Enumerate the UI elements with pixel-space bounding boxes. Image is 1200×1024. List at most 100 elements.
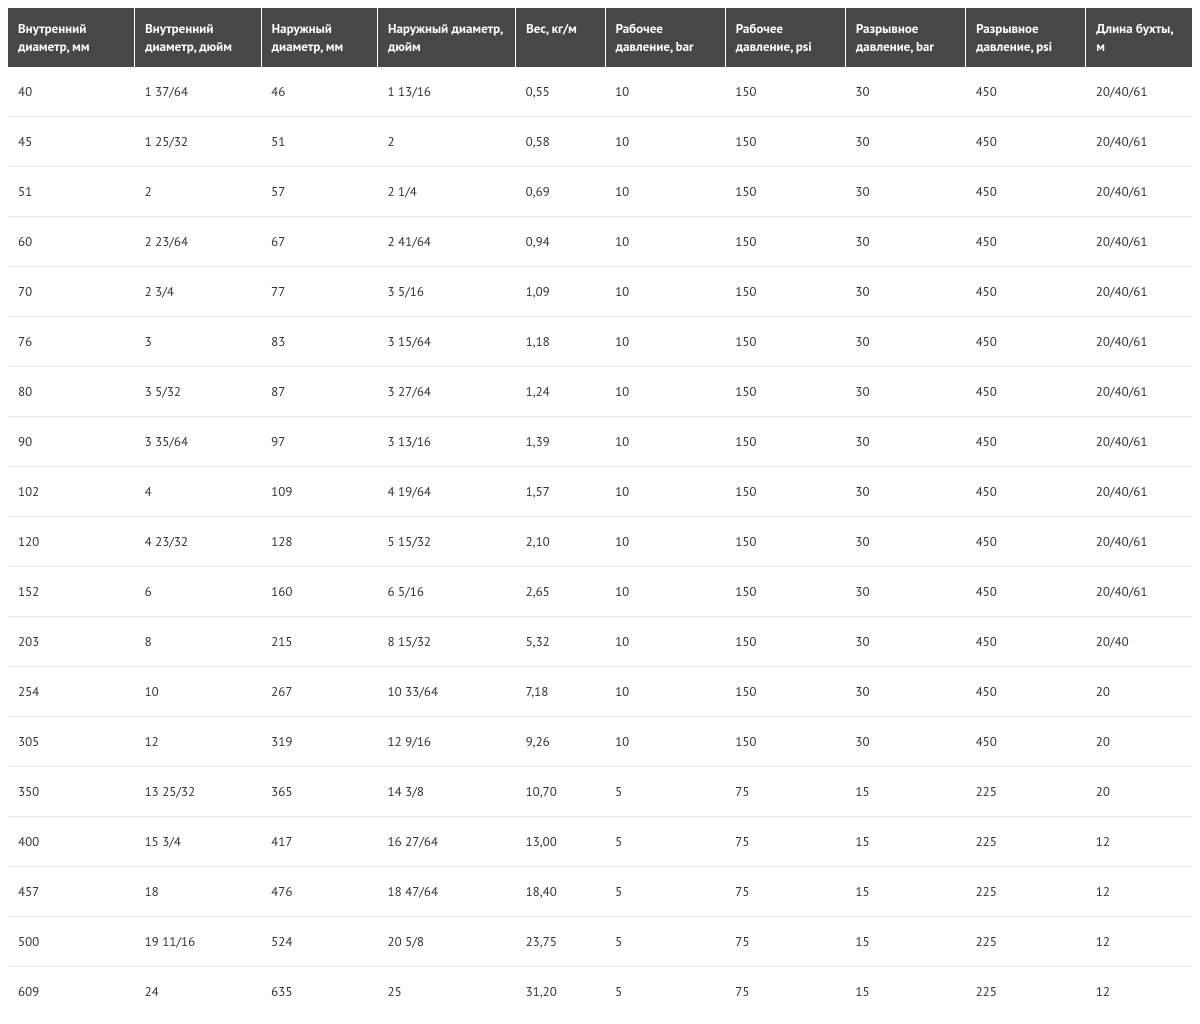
table-row: 803 5/32873 27/641,24101503045020/40/61 <box>8 367 1192 417</box>
table-cell: 5 <box>605 917 725 967</box>
table-cell: 12 <box>1086 817 1192 867</box>
table-cell: 1,57 <box>516 467 606 517</box>
header-cell: Внутренний диаметр, дюйм <box>135 8 262 67</box>
header-cell: Внутренний диаметр, мм <box>8 8 135 67</box>
table-cell: 40 <box>8 67 135 117</box>
table-cell: 3 <box>135 317 262 367</box>
table-row: 702 3/4773 5/161,09101503045020/40/61 <box>8 267 1192 317</box>
table-cell: 450 <box>966 117 1086 167</box>
table-cell: 109 <box>261 467 377 517</box>
table-cell: 10 <box>605 367 725 417</box>
table-cell: 18 47/64 <box>378 867 516 917</box>
table-cell: 67 <box>261 217 377 267</box>
table-cell: 30 <box>845 667 965 717</box>
table-cell: 75 <box>725 917 845 967</box>
table-cell: 20/40/61 <box>1086 217 1192 267</box>
table-cell: 24 <box>135 967 262 1017</box>
table-cell: 10 <box>605 167 725 217</box>
table-cell: 51 <box>8 167 135 217</box>
table-cell: 450 <box>966 567 1086 617</box>
table-cell: 1,24 <box>516 367 606 417</box>
table-cell: 20/40/61 <box>1086 317 1192 367</box>
table-cell: 16 27/64 <box>378 817 516 867</box>
table-cell: 20/40/61 <box>1086 367 1192 417</box>
table-cell: 10 <box>605 667 725 717</box>
table-cell: 10 <box>605 67 725 117</box>
table-cell: 450 <box>966 667 1086 717</box>
table-cell: 2 23/64 <box>135 217 262 267</box>
table-cell: 150 <box>725 317 845 367</box>
table-cell: 450 <box>966 517 1086 567</box>
table-cell: 225 <box>966 817 1086 867</box>
table-cell: 5 <box>605 967 725 1017</box>
table-row: 512572 1/40,69101503045020/40/61 <box>8 167 1192 217</box>
table-cell: 12 <box>1086 917 1192 967</box>
table-cell: 225 <box>966 917 1086 967</box>
table-row: 903 35/64973 13/161,39101503045020/40/61 <box>8 417 1192 467</box>
table-cell: 254 <box>8 667 135 717</box>
table-cell: 5 <box>605 817 725 867</box>
table-cell: 10 <box>605 417 725 467</box>
table-cell: 128 <box>261 517 377 567</box>
table-cell: 150 <box>725 117 845 167</box>
table-cell: 30 <box>845 617 965 667</box>
table-cell: 5 <box>605 767 725 817</box>
table-cell: 450 <box>966 217 1086 267</box>
table-cell: 150 <box>725 367 845 417</box>
table-row: 1204 23/321285 15/322,10101503045020/40/… <box>8 517 1192 567</box>
table-cell: 150 <box>725 617 845 667</box>
table-row: 20382158 15/325,32101503045020/40 <box>8 617 1192 667</box>
table-cell: 10 <box>605 467 725 517</box>
table-cell: 365 <box>261 767 377 817</box>
table-cell: 12 <box>1086 867 1192 917</box>
table-cell: 15 <box>845 767 965 817</box>
table-cell: 20/40/61 <box>1086 117 1192 167</box>
table-cell: 225 <box>966 767 1086 817</box>
table-header: Внутренний диаметр, мм Внутренний диамет… <box>8 8 1192 67</box>
table-cell: 160 <box>261 567 377 617</box>
table-cell: 3 27/64 <box>378 367 516 417</box>
table-cell: 15 <box>845 867 965 917</box>
table-cell: 400 <box>8 817 135 867</box>
table-cell: 9,26 <box>516 717 606 767</box>
table-cell: 267 <box>261 667 377 717</box>
table-cell: 450 <box>966 717 1086 767</box>
table-cell: 150 <box>725 217 845 267</box>
table-cell: 4 <box>135 467 262 517</box>
table-cell: 30 <box>845 367 965 417</box>
table-row: 2541026710 33/647,18101503045020 <box>8 667 1192 717</box>
table-row: 35013 25/3236514 3/810,705751522520 <box>8 767 1192 817</box>
table-cell: 30 <box>845 267 965 317</box>
header-cell: Вес, кг/м <box>516 8 606 67</box>
table-row: 40015 3/441716 27/6413,005751522512 <box>8 817 1192 867</box>
table-cell: 12 9/16 <box>378 717 516 767</box>
table-row: 15261606 5/162,65101503045020/40/61 <box>8 567 1192 617</box>
table-cell: 75 <box>725 867 845 917</box>
table-cell: 319 <box>261 717 377 767</box>
table-cell: 215 <box>261 617 377 667</box>
table-cell: 30 <box>845 167 965 217</box>
table-cell: 20 <box>1086 667 1192 717</box>
table-cell: 450 <box>966 467 1086 517</box>
header-cell: Разрывное давление, bar <box>845 8 965 67</box>
table-cell: 13 25/32 <box>135 767 262 817</box>
table-cell: 60 <box>8 217 135 267</box>
table-cell: 70 <box>8 267 135 317</box>
table-cell: 150 <box>725 267 845 317</box>
table-cell: 2 41/64 <box>378 217 516 267</box>
table-cell: 10,70 <box>516 767 606 817</box>
table-cell: 20/40/61 <box>1086 567 1192 617</box>
table-cell: 457 <box>8 867 135 917</box>
table-cell: 524 <box>261 917 377 967</box>
table-cell: 8 <box>135 617 262 667</box>
table-cell: 500 <box>8 917 135 967</box>
table-row: 4571847618 47/6418,405751522512 <box>8 867 1192 917</box>
header-row: Внутренний диаметр, мм Внутренний диамет… <box>8 8 1192 67</box>
table-cell: 15 <box>845 917 965 967</box>
table-cell: 30 <box>845 517 965 567</box>
header-cell: Разрывное давление, psi <box>966 8 1086 67</box>
table-cell: 30 <box>845 67 965 117</box>
table-row: 50019 11/1652420 5/823,755751522512 <box>8 917 1192 967</box>
table-cell: 450 <box>966 167 1086 217</box>
table-cell: 0,58 <box>516 117 606 167</box>
